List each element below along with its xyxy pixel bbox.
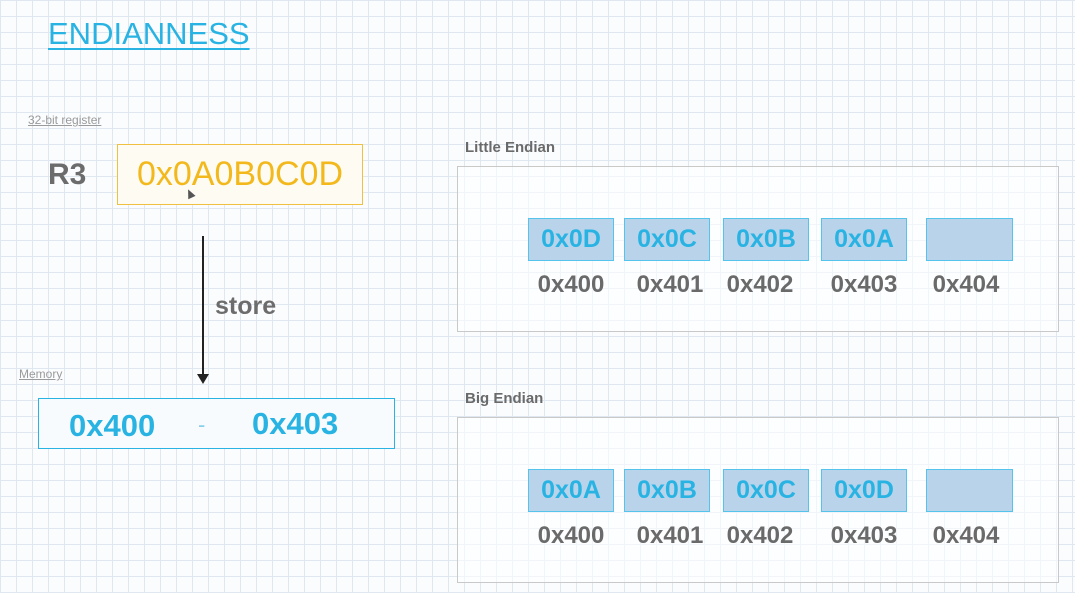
big-endian-address: 0x401 [636,522,704,549]
big-endian-address: 0x404 [932,522,1000,549]
page-title: ENDIANNESS [48,16,250,51]
register-value: 0x0A0B0C0D [136,155,343,193]
store-arrow-line [202,236,204,376]
little-endian-address: 0x403 [830,271,898,298]
big-endian-title: Big Endian [465,390,544,407]
big-endian-byte-cell: 0x0B [624,469,710,512]
big-endian-byte-cell: 0x0D [821,469,907,512]
store-arrow-head-icon [197,374,209,384]
register-caption: 32-bit register [28,113,102,127]
big-endian-byte-cell: 0x0C [723,469,809,512]
memory-range-separator: - [198,412,206,437]
little-endian-title: Little Endian [465,139,555,156]
little-endian-address: 0x401 [636,271,704,298]
little-endian-address: 0x400 [537,271,605,298]
big-endian-address: 0x400 [537,522,605,549]
little-endian-byte-cell [926,218,1013,261]
little-endian-panel: 0x0D 0x0C 0x0B 0x0A 0x400 0x401 0x402 0x… [457,166,1059,332]
memory-range-box [38,398,395,449]
big-endian-byte-cell: 0x0A [528,469,614,512]
little-endian-byte-cell: 0x0C [624,218,710,261]
store-label: store [215,292,277,320]
little-endian-byte-cell: 0x0D [528,218,614,261]
big-endian-address: 0x403 [830,522,898,549]
little-endian-byte-cell: 0x0A [821,218,907,261]
memory-caption: Memory [19,367,63,381]
big-endian-address: 0x402 [726,522,794,549]
big-endian-panel: 0x0A 0x0B 0x0C 0x0D 0x400 0x401 0x402 0x… [457,417,1059,583]
little-endian-address: 0x402 [726,271,794,298]
memory-range-end: 0x403 [252,406,339,441]
little-endian-byte-cell: 0x0B [723,218,809,261]
big-endian-byte-cell [926,469,1013,512]
register-name: R3 [48,158,87,191]
register-value-box: 0x0A0B0C0D [117,144,363,205]
little-endian-address: 0x404 [932,271,1000,298]
memory-range-start: 0x400 [69,408,156,443]
